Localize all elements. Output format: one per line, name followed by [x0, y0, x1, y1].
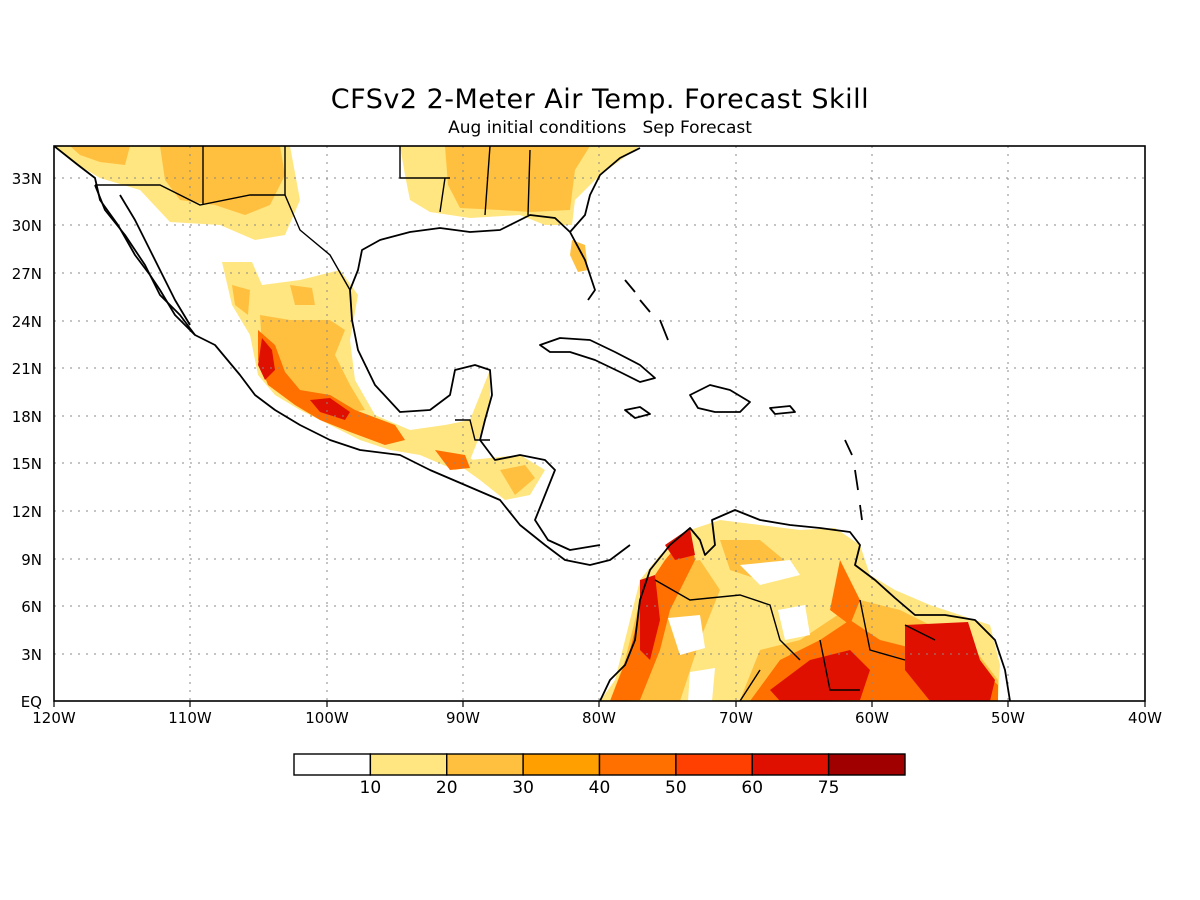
colorbar-label: 20 — [436, 778, 458, 798]
lat-tick: 33N — [12, 170, 42, 188]
colorbar-label: 40 — [589, 778, 611, 798]
colorbar-label: 60 — [741, 778, 763, 798]
lat-tick: 18N — [12, 408, 42, 426]
lat-tick: 30N — [12, 217, 42, 235]
lat-tick: EQ — [21, 693, 42, 711]
skill-shading — [54, 146, 1000, 701]
colorbar-swatch — [600, 754, 676, 775]
colorbar: 10 20 30 40 50 60 75 — [294, 754, 905, 798]
shade-us-southeast-inner — [445, 146, 590, 212]
lat-tick: 24N — [12, 313, 42, 331]
colorbar-swatch — [294, 754, 370, 775]
lon-tick: 50W — [991, 709, 1025, 727]
lat-tick: 3N — [21, 646, 42, 664]
colorbar-swatch — [676, 754, 752, 775]
map-frame — [54, 146, 1145, 701]
colorbar-label: 30 — [512, 778, 534, 798]
colorbar-swatch — [447, 754, 523, 775]
grid-lines — [54, 146, 1145, 701]
lat-tick: 12N — [12, 503, 42, 521]
lon-tick: 90W — [446, 709, 480, 727]
lat-tick: 9N — [21, 551, 42, 569]
lon-tick: 60W — [855, 709, 889, 727]
lon-tick: 120W — [32, 709, 76, 727]
colorbar-swatch — [523, 754, 599, 775]
lon-tick: 70W — [719, 709, 753, 727]
lat-tick: 21N — [12, 360, 42, 378]
lon-tick: 80W — [582, 709, 616, 727]
lon-tick: 110W — [168, 709, 212, 727]
colorbar-label: 10 — [360, 778, 382, 798]
lat-tick: 6N — [21, 598, 42, 616]
colorbar-swatch — [752, 754, 828, 775]
tick-marks — [54, 701, 1145, 707]
colorbar-label: 75 — [818, 778, 840, 798]
colorbar-label: 50 — [665, 778, 687, 798]
colorbar-swatch — [829, 754, 905, 775]
lon-labels: 120W 110W 100W 90W 80W 70W 60W 50W 40W — [32, 709, 1162, 727]
shade-florida — [570, 240, 588, 272]
lon-tick: 100W — [305, 709, 349, 727]
lon-tick: 40W — [1128, 709, 1162, 727]
shade-hole-peru — [688, 668, 715, 701]
lat-labels: EQ 3N 6N 9N 12N 15N 18N 21N 24N 27N 30N … — [12, 170, 42, 711]
lat-tick: 27N — [12, 265, 42, 283]
colorbar-swatch — [370, 754, 446, 775]
lat-tick: 15N — [12, 455, 42, 473]
